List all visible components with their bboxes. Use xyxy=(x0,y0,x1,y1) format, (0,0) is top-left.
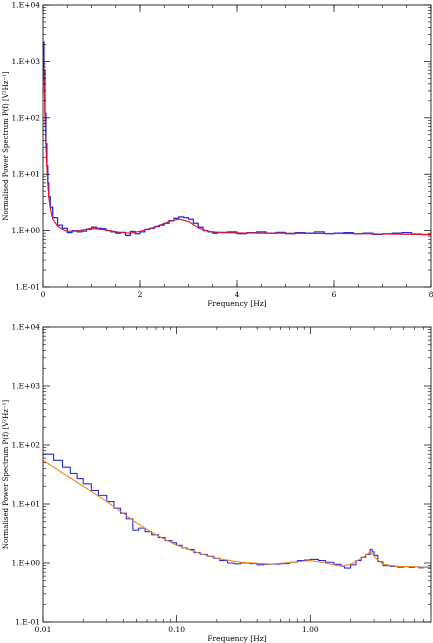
plot-frame xyxy=(42,326,432,623)
bottom-chart: 1.E-01 1.E+00 1.E+01 1.E+02 1.E+03 1.E+04 0.01… xyxy=(2,323,432,643)
x-tick-label: 0.10 xyxy=(168,625,185,634)
plot-frame xyxy=(42,4,432,288)
x-tick-label: 2 xyxy=(138,290,143,299)
y-tick-label: 1.E+03 xyxy=(12,382,41,391)
y-tick-label: 1.E+04 xyxy=(12,323,41,332)
x-axis-label: Frequency [Hz] xyxy=(207,299,266,308)
series-line-2 xyxy=(43,459,431,569)
plot-area xyxy=(43,453,431,569)
x-axis-label: Frequency [Hz] xyxy=(207,634,266,643)
y-tick-label: 1.E-01 xyxy=(15,618,40,627)
x-tick-label: 0.01 xyxy=(35,625,52,634)
y-tick-label: 1.E+00 xyxy=(12,559,41,568)
y-tick-label: 1.E+00 xyxy=(12,226,41,235)
x-tick-label: 8 xyxy=(429,290,433,299)
series-line-1 xyxy=(43,453,431,569)
y-tick-label: 1.E+04 xyxy=(12,1,41,10)
y-tick-label: 1.E+02 xyxy=(12,441,41,450)
y-tick-label: 1.E+03 xyxy=(12,57,41,66)
y-axis-label: Normalised Power Spectrum P(f) [V²Hz⁻¹] xyxy=(2,71,10,221)
y-axis-label: Normalised Power Spectrum P(f) [V²Hz⁻¹] xyxy=(2,400,10,550)
series-line-1 xyxy=(43,41,431,237)
y-tick-label: 1.E+02 xyxy=(12,113,41,122)
x-tick-label: 0 xyxy=(41,290,46,299)
series-line-2 xyxy=(43,44,431,236)
plot-area xyxy=(43,41,431,237)
y-tick-label: 1.E+01 xyxy=(12,500,40,509)
y-tick-label: 1.E-01 xyxy=(15,283,40,292)
top-chart: 1.E-01 1.E+00 1.E+01 1.E+02 1.E+03 1.E+04 0 2 4 6… xyxy=(2,1,433,309)
x-tick-label: 6 xyxy=(332,290,337,299)
y-tick-label: 1.E+01 xyxy=(12,170,40,179)
x-tick-label: 4 xyxy=(235,290,240,299)
x-tick-label: 1.00 xyxy=(302,625,319,634)
